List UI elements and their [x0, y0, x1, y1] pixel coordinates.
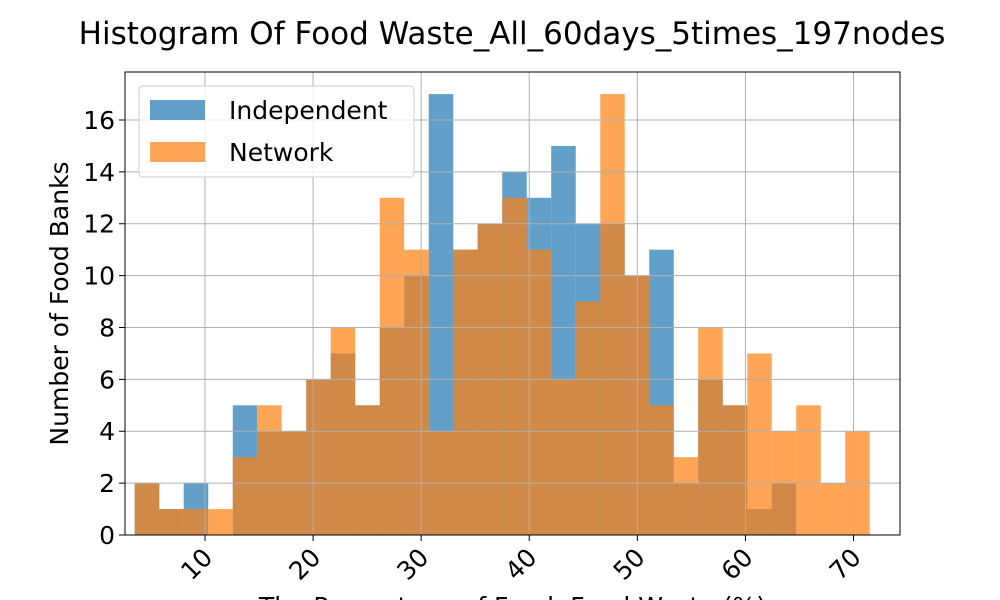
- bar-network-2: [183, 509, 209, 535]
- bar-network-16: [526, 249, 552, 536]
- bar-network-7: [306, 379, 331, 535]
- bar-network-9: [355, 405, 380, 535]
- bar-network-11: [404, 249, 429, 536]
- x-tick-label-10: 10: [175, 543, 218, 586]
- x-tick-label-60: 60: [716, 543, 759, 586]
- bar-network-19: [600, 94, 625, 536]
- bar-network-3: [208, 509, 233, 535]
- bar-network-0: [134, 483, 160, 535]
- x-tick-label-40: 40: [499, 543, 542, 586]
- y-tick-label-8: 8: [99, 313, 115, 342]
- y-tick-label-14: 14: [83, 158, 115, 187]
- bar-network-17: [551, 379, 576, 535]
- x-tick-label-30: 30: [391, 543, 434, 586]
- y-tick-label-12: 12: [83, 210, 115, 239]
- y-tick-label-2: 2: [99, 469, 115, 498]
- y-tick-label-4: 4: [99, 417, 115, 446]
- bar-network-13: [453, 249, 478, 536]
- x-axis-label: The Percentage of Food: Food Waste (%): [258, 592, 766, 600]
- legend-swatch-independent: [150, 100, 205, 120]
- bar-network-15: [502, 197, 527, 535]
- x-tick-label-70: 70: [824, 543, 867, 586]
- y-tick-label-0: 0: [99, 521, 115, 550]
- bar-network-4: [232, 457, 258, 535]
- y-axis-label: Number of Food Banks: [45, 161, 74, 445]
- y-tick-label-16: 16: [83, 106, 115, 135]
- bar-network-21: [649, 405, 674, 535]
- y-tick-label-6: 6: [99, 365, 115, 394]
- bar-network-5: [257, 405, 282, 535]
- legend-box: [138, 85, 415, 178]
- bar-network-10: [379, 197, 405, 535]
- legend-label-independent: Independent: [229, 96, 388, 125]
- legend: Independent Network: [138, 85, 415, 178]
- chart-title: Histogram Of Food Waste_All_60days_5time…: [79, 16, 946, 52]
- x-tick-label-50: 50: [608, 543, 651, 586]
- legend-swatch-network: [150, 142, 205, 162]
- x-tick-label-20: 20: [283, 543, 326, 586]
- axes-frame: [124, 71, 901, 536]
- legend-label-network: Network: [229, 138, 334, 167]
- bar-network-28: [820, 483, 846, 535]
- bar-network-24: [722, 405, 748, 535]
- y-tick-label-10: 10: [83, 262, 115, 291]
- bar-network-18: [575, 301, 601, 535]
- bar-network-1: [159, 509, 184, 535]
- bar-network-25: [747, 353, 772, 535]
- bar-network-22: [673, 457, 699, 535]
- bar-network-27: [796, 405, 821, 535]
